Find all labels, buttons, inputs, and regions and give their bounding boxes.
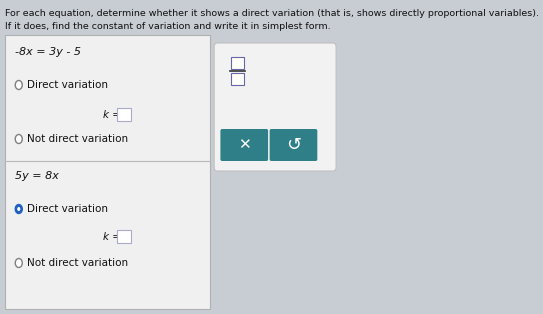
Text: Direct variation: Direct variation bbox=[27, 80, 108, 90]
Circle shape bbox=[15, 204, 22, 214]
FancyBboxPatch shape bbox=[5, 35, 210, 309]
Circle shape bbox=[15, 134, 22, 143]
Text: k =: k = bbox=[103, 232, 121, 242]
FancyBboxPatch shape bbox=[231, 57, 244, 69]
FancyBboxPatch shape bbox=[231, 73, 244, 85]
FancyBboxPatch shape bbox=[214, 43, 336, 171]
Text: Direct variation: Direct variation bbox=[27, 204, 108, 214]
FancyBboxPatch shape bbox=[270, 129, 317, 161]
Text: ✕: ✕ bbox=[238, 138, 251, 153]
FancyBboxPatch shape bbox=[220, 129, 268, 161]
Text: -8x = 3y - 5: -8x = 3y - 5 bbox=[15, 47, 81, 57]
Text: ↺: ↺ bbox=[286, 136, 301, 154]
Circle shape bbox=[15, 80, 22, 89]
Text: Not direct variation: Not direct variation bbox=[27, 258, 128, 268]
Text: For each equation, determine whether it shows a direct variation (that is, shows: For each equation, determine whether it … bbox=[5, 9, 540, 18]
Text: k =: k = bbox=[103, 110, 121, 120]
Text: If it does, find the constant of variation and write it in simplest form.: If it does, find the constant of variati… bbox=[5, 22, 331, 31]
Text: Not direct variation: Not direct variation bbox=[27, 134, 128, 144]
FancyBboxPatch shape bbox=[117, 230, 131, 243]
Circle shape bbox=[17, 207, 20, 211]
Text: 5y = 8x: 5y = 8x bbox=[15, 171, 59, 181]
Circle shape bbox=[15, 258, 22, 268]
FancyBboxPatch shape bbox=[117, 108, 131, 121]
